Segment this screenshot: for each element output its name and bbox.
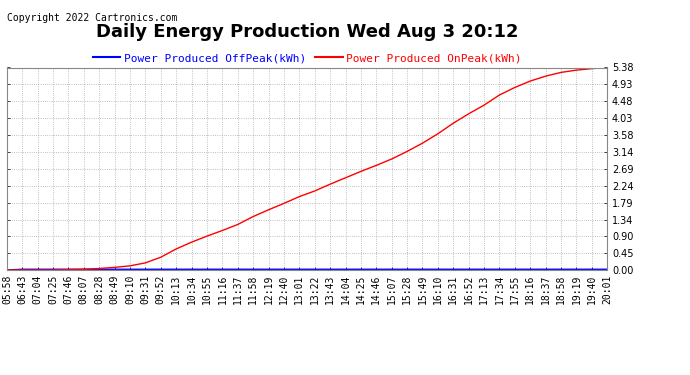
- Text: Copyright 2022 Cartronics.com: Copyright 2022 Cartronics.com: [7, 13, 177, 23]
- Legend: Power Produced OffPeak(kWh), Power Produced OnPeak(kWh): Power Produced OffPeak(kWh), Power Produ…: [88, 49, 526, 68]
- Title: Daily Energy Production Wed Aug 3 20:12: Daily Energy Production Wed Aug 3 20:12: [96, 23, 518, 41]
